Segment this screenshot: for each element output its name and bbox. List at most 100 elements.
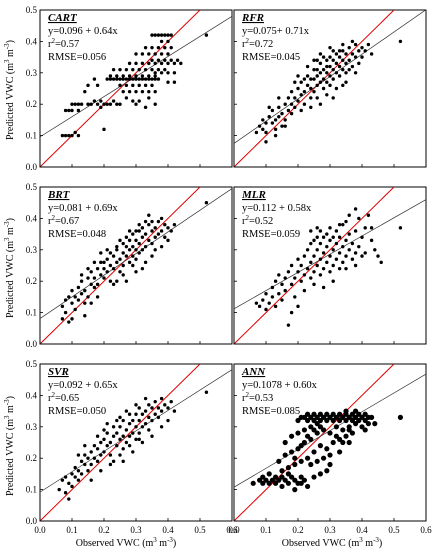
panel-brt-r2-sup: 2 (52, 214, 56, 222)
panel-brt-point (156, 219, 161, 224)
panel-ann-point (324, 468, 330, 474)
panel-svr-x-tick-label: 0.3 (130, 525, 142, 535)
panel-brt-point (134, 257, 138, 261)
panel-rfr-point (334, 71, 339, 75)
panel-cart-equation: y=0.096 + 0.64x (48, 26, 118, 37)
panel-cart-point (124, 77, 129, 81)
panel-svr-point (143, 396, 148, 401)
panel-cart-point (105, 102, 109, 106)
panel-ann-point (333, 433, 339, 439)
panel-brt-point (159, 216, 164, 221)
panel-rfr-point (277, 96, 281, 100)
panel-ann-point (356, 411, 362, 417)
panel-ann-point (292, 461, 298, 468)
panel-cart-point (153, 74, 157, 78)
panel-rfr-point (280, 124, 284, 128)
panel-brt-point (89, 282, 93, 287)
panel-brt-point (166, 238, 170, 243)
panel-rfr-point (318, 102, 323, 106)
panel-brt-point (105, 257, 109, 261)
panel-rfr-point (289, 111, 294, 116)
panel-mlr-frame (233, 186, 427, 345)
panel-mlr-point (309, 260, 313, 265)
panel-ann-point (314, 414, 320, 420)
panel-cart-point (166, 80, 170, 84)
panel-ann-point (333, 424, 339, 430)
panel-mlr-point (305, 266, 310, 271)
panel-ann-point (263, 477, 269, 483)
panel-ann-point (285, 480, 291, 486)
panel-rfr-r2: r2=0.72 (242, 37, 273, 50)
panel-ann-point (340, 427, 346, 433)
panel-mlr-point (289, 282, 294, 287)
panel-brt-point (131, 254, 135, 258)
panel-cart-point (140, 77, 145, 81)
panel-brt-point (127, 248, 132, 252)
panel-ann-equation: y=0.1078 + 0.60x (242, 380, 318, 391)
panel-cart-point (140, 89, 145, 94)
panel-rfr-point (334, 86, 339, 91)
panel-svr-point (89, 450, 93, 454)
panel-brt-rmse: RMSE=0.048 (48, 229, 106, 240)
panel-brt-point (70, 288, 74, 293)
panel-svr-point (67, 481, 71, 486)
panel-rfr-point (309, 77, 313, 81)
panel-rfr-point (357, 49, 361, 53)
panel-cart-point (115, 77, 119, 81)
panel-mlr-point (280, 282, 284, 287)
panel-cart-point (131, 67, 135, 72)
panel-cart-point (204, 33, 209, 37)
panel-ann-point (346, 427, 352, 433)
panel-svr-point (108, 453, 113, 457)
panel-svr-y-tick-label: 0.4 (26, 390, 38, 400)
panel-rfr-point (337, 64, 342, 69)
panel-mlr-fit-line (234, 199, 426, 310)
panel-cart-plot-area (40, 10, 232, 167)
panel-cart-point (140, 52, 145, 56)
panel-svr-point (83, 443, 87, 448)
panel-ann-point (353, 408, 359, 414)
panel-mlr-point (337, 266, 342, 271)
panel-svr-point (70, 484, 74, 489)
panel-cart-point (172, 61, 177, 66)
panel-svr-point (153, 412, 157, 416)
panel-svr-point (105, 431, 109, 435)
panel-brt-point (147, 213, 151, 217)
panel-cart-point (163, 58, 167, 62)
panel-ann-point (343, 408, 349, 414)
panel-brt-point (111, 282, 116, 287)
panel-cart-point (108, 74, 113, 78)
panel-cart-point (166, 61, 170, 66)
panel-brt-point (95, 282, 100, 287)
panel-rfr-point (331, 58, 335, 62)
panel-mlr-point (309, 229, 313, 233)
panel-brt-point (73, 307, 77, 312)
panel-cart-point (159, 39, 164, 44)
panel-svr-equation: y=0.092 + 0.65x (48, 380, 118, 391)
panel-ann-point (311, 449, 317, 455)
panel-cart-point (166, 71, 170, 75)
panel-mlr-point (280, 298, 284, 302)
panel-ann-point (292, 477, 298, 483)
panel-mlr-r2-value: =0.52 (249, 216, 273, 227)
panel-rfr-point (350, 64, 355, 69)
panel-svr-point (124, 440, 129, 445)
panel-cart-point (95, 102, 100, 106)
panel-rfr-point (334, 61, 339, 66)
panel-cart-y-tick-label: 0.3 (26, 68, 38, 78)
panel-mlr-point (299, 263, 303, 268)
panel-brt-point (108, 251, 113, 255)
panel-svr-point (73, 475, 77, 479)
panel-mlr-point (309, 241, 313, 246)
x-axis-title-left-text: Observed VWC (m (76, 538, 154, 549)
panel-mlr-point (318, 257, 323, 261)
panel-brt-point (124, 254, 129, 258)
panel-svr-point (115, 431, 119, 435)
panel-svr-point (131, 431, 135, 435)
panel-ann-point (250, 480, 256, 486)
panel-mlr-point (309, 276, 313, 280)
x-axis-title-right-sup2: -3 (373, 536, 379, 544)
panel-rfr-point (257, 124, 262, 128)
panel-brt-point (121, 263, 125, 268)
panel-svr-point (115, 443, 119, 448)
